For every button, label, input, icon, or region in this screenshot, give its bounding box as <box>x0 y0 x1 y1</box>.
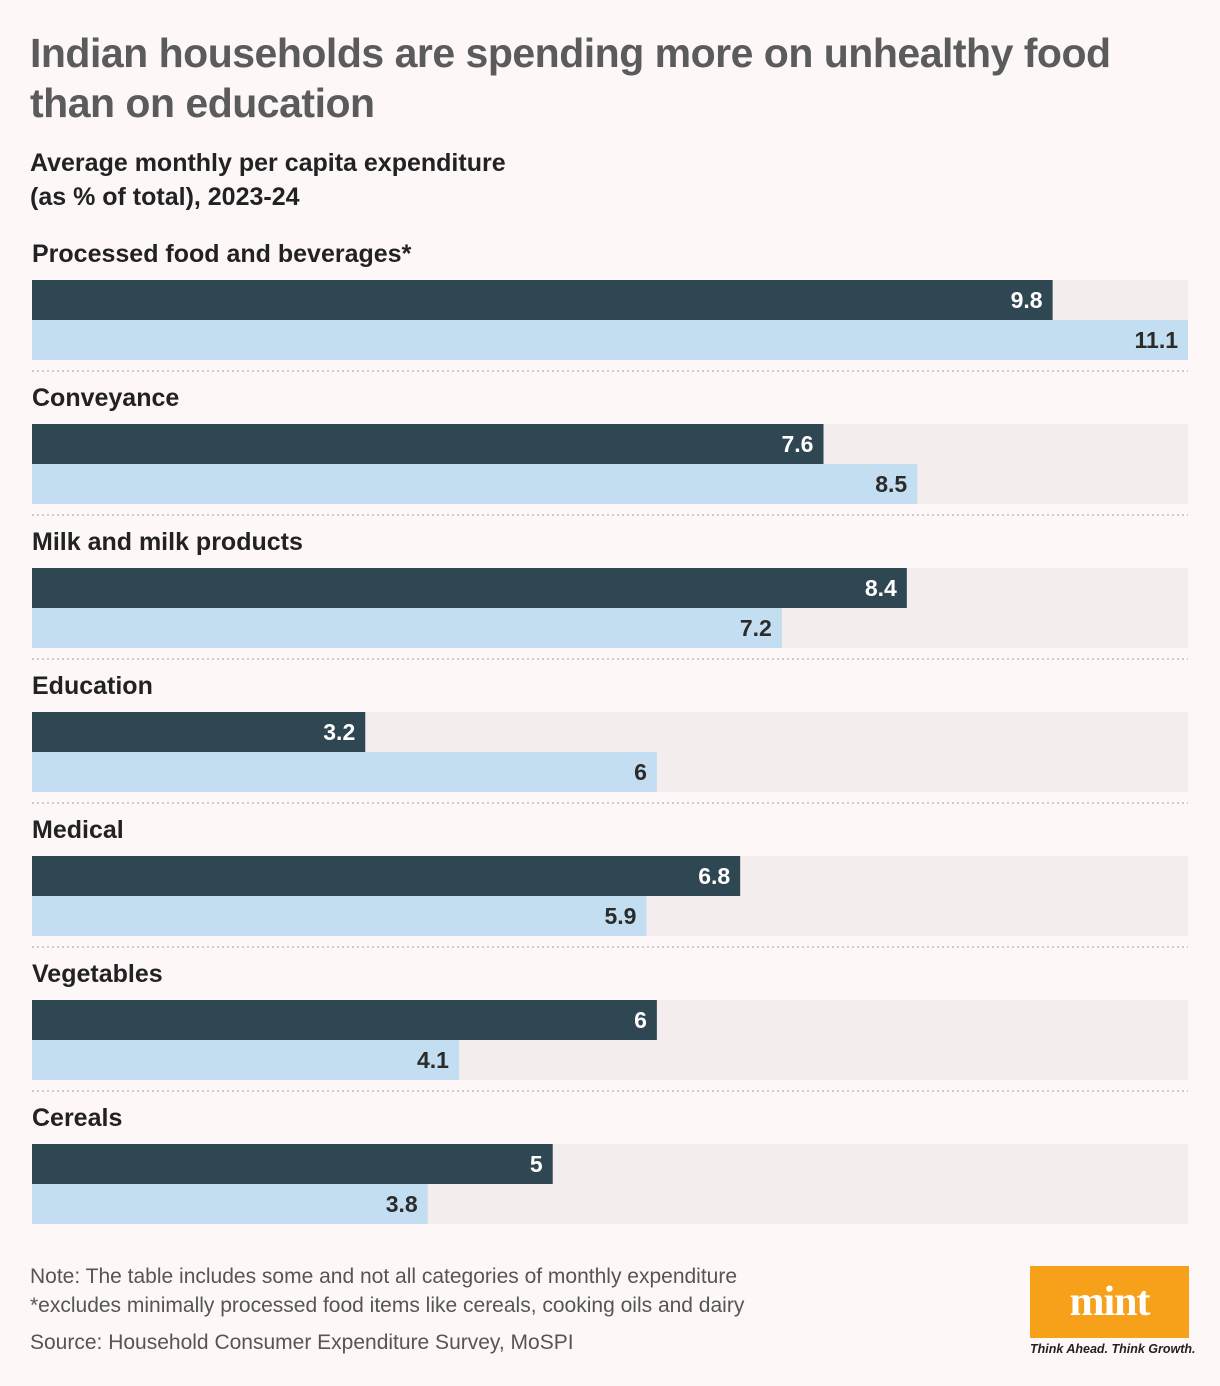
bar-light <box>32 1184 428 1224</box>
bar-dark <box>32 568 907 608</box>
value-label: 3.2 <box>323 719 355 745</box>
value-label: 8.5 <box>875 471 907 497</box>
bar-dark <box>32 1144 553 1184</box>
bar-dark <box>32 1000 657 1040</box>
bar-dark <box>32 280 1053 320</box>
category-label: Processed food and beverages* <box>32 240 412 268</box>
mint-logo: mint <box>1030 1266 1189 1338</box>
value-label: 5.9 <box>604 903 636 929</box>
bar-light <box>32 608 782 648</box>
value-label: 3.8 <box>386 1191 418 1217</box>
chart-notes: Note: The table includes some and not al… <box>30 1262 930 1357</box>
source-text: Source: Household Consumer Expenditure S… <box>30 1331 574 1354</box>
subtitle-line-1: Average monthly per capita expenditure <box>30 149 506 177</box>
value-label: 6.8 <box>698 863 730 889</box>
logo-text: mint <box>1069 1279 1151 1325</box>
value-label: 7.6 <box>782 431 814 457</box>
bar-dark <box>32 424 824 464</box>
bar-light <box>32 320 1188 360</box>
subtitle-line-2: (as % of total), 2023-24 <box>30 183 300 211</box>
value-label: 9.8 <box>1011 287 1043 313</box>
bar-light <box>32 752 657 792</box>
category-label: Milk and milk products <box>32 528 303 556</box>
bar-light <box>32 896 647 936</box>
chart-title: Indian households are spending more on u… <box>30 30 1111 126</box>
value-label: 8.4 <box>865 575 897 601</box>
logo-tagline: Think Ahead. Think Growth. <box>1030 1342 1196 1356</box>
category-label: Conveyance <box>32 384 179 412</box>
bar-light <box>32 1040 459 1080</box>
bar-light <box>32 464 918 504</box>
footnote-text: *excludes minimally processed food items… <box>30 1294 745 1317</box>
note-text: Note: The table includes some and not al… <box>30 1265 738 1288</box>
value-label: 4.1 <box>417 1047 449 1073</box>
bar-dark <box>32 856 741 896</box>
bar-chart: Processed food and beverages* 9.8 11.1 Conv… <box>32 240 1188 1224</box>
value-label: 6 <box>634 759 647 785</box>
category-label: Cereals <box>32 1104 122 1132</box>
category-label: Vegetables <box>32 960 163 988</box>
value-label: 5 <box>530 1151 543 1177</box>
value-label: 6 <box>634 1007 647 1033</box>
value-label: 11.1 <box>1135 327 1179 353</box>
category-label: Medical <box>32 816 124 844</box>
value-label: 7.2 <box>740 615 772 641</box>
bar-dark <box>32 712 366 752</box>
category-label: Education <box>32 672 153 700</box>
chart-subtitle: Average monthly per capita expenditure (… <box>30 146 730 214</box>
